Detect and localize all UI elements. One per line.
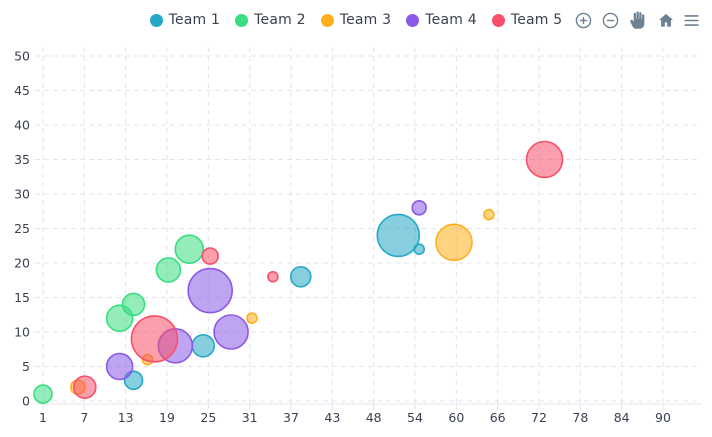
bubble-series xyxy=(33,140,564,404)
zoom-in-button[interactable] xyxy=(572,9,595,32)
legend-item-team-1[interactable]: Team 1 xyxy=(149,12,221,28)
x-tick-label: 7 xyxy=(80,410,88,425)
bubble-team1-5[interactable] xyxy=(413,243,425,255)
x-tick-label: 25 xyxy=(200,410,216,425)
legend-marker-icon xyxy=(320,13,334,27)
bubble-team4-4[interactable] xyxy=(213,314,249,350)
bubble-team5-2[interactable] xyxy=(130,315,179,363)
bubble-team1-2[interactable] xyxy=(191,333,216,358)
bubble-team2-1[interactable] xyxy=(33,384,53,404)
bubble-team2-5[interactable] xyxy=(174,234,205,264)
bubble-team1-4[interactable] xyxy=(376,213,421,258)
x-tick-label: 19 xyxy=(159,410,175,425)
y-tick-label: 50 xyxy=(14,49,30,64)
x-tick-label: 66 xyxy=(490,410,506,425)
legend-label: Team 4 xyxy=(425,12,477,28)
x-tick-label: 84 xyxy=(614,410,630,425)
y-tick-label: 10 xyxy=(14,325,30,340)
x-tick-label: 1 xyxy=(39,410,47,425)
legend-label: Team 5 xyxy=(510,12,563,28)
x-tick-label: 31 xyxy=(242,410,258,425)
y-tick-label: 30 xyxy=(14,187,30,202)
bubble-team3-4[interactable] xyxy=(435,223,473,262)
y-tick-label: 0 xyxy=(22,394,30,409)
x-tick-label: 43 xyxy=(324,410,340,425)
zoom-out-button[interactable] xyxy=(599,9,622,32)
x-tick-label: 60 xyxy=(448,410,464,425)
zoom-out-icon xyxy=(602,12,619,29)
axes: 0 5 10 15 20 25 30 35 40 45 50 1 7 13 19 25 31 37 43 48 54 60… xyxy=(14,49,701,425)
bubble-team2-3[interactable] xyxy=(121,292,146,317)
x-tick-label: 78 xyxy=(572,410,588,425)
bubble-team4-3[interactable] xyxy=(187,267,233,314)
x-tick-label: 13 xyxy=(118,410,134,425)
y-tick-label: 15 xyxy=(14,290,30,305)
legend-item-team-4[interactable]: Team 4 xyxy=(406,12,477,28)
pan-icon xyxy=(630,11,645,29)
y-tick-label: 40 xyxy=(14,118,30,133)
chart-header: Team 1 Team 2 Team 3 Team 4 Team 5 xyxy=(0,0,712,36)
legend-item-team-2[interactable]: Team 2 xyxy=(235,12,306,28)
bubble-team5-3[interactable] xyxy=(201,247,219,265)
home-button[interactable] xyxy=(655,10,677,32)
bubble-team1-3[interactable] xyxy=(289,266,312,288)
bubble-team2-4[interactable] xyxy=(155,257,182,283)
chart-toolbar xyxy=(572,8,702,33)
menu-icon xyxy=(684,15,699,26)
bubble-team4-5[interactable] xyxy=(411,200,427,216)
x-tick-label: 37 xyxy=(283,410,299,425)
y-tick-label: 20 xyxy=(14,256,30,271)
bubble-team5-1[interactable] xyxy=(72,375,97,400)
legend-marker-icon xyxy=(235,13,249,27)
legend-label: Team 3 xyxy=(339,12,392,28)
legend-label: Team 1 xyxy=(168,12,221,28)
bubble-team3-5[interactable] xyxy=(483,208,495,221)
bubble-chart[interactable]: 0 5 10 15 20 25 30 35 40 45 50 1 7 13 19 25 31 37 43 48 54 60… xyxy=(0,36,712,437)
home-icon xyxy=(659,13,673,27)
menu-button[interactable] xyxy=(681,10,702,31)
legend-item-team-3[interactable]: Team 3 xyxy=(320,12,392,28)
x-tick-label: 54 xyxy=(407,410,423,425)
x-tick-label: 48 xyxy=(366,410,382,425)
legend-marker-icon xyxy=(406,13,420,27)
legend-marker-icon xyxy=(149,13,163,27)
y-tick-label: 25 xyxy=(14,221,30,236)
x-tick-label: 72 xyxy=(531,410,547,425)
y-tick-label: 45 xyxy=(14,83,30,98)
bubble-team4-1[interactable] xyxy=(105,352,134,381)
legend-label: Team 2 xyxy=(254,12,306,28)
zoom-in-icon xyxy=(575,12,592,29)
pan-button[interactable] xyxy=(626,8,651,33)
y-tick-label: 5 xyxy=(22,359,30,374)
bubble-team3-3[interactable] xyxy=(246,312,258,325)
legend-item-team-5[interactable]: Team 5 xyxy=(491,12,563,28)
bubble-team5-4[interactable] xyxy=(267,271,279,283)
x-tick-label: 90 xyxy=(655,410,671,425)
legend: Team 1 Team 2 Team 3 Team 4 Team 5 xyxy=(149,12,563,28)
bubble-team5-5[interactable] xyxy=(525,140,564,179)
legend-marker-icon xyxy=(491,13,505,27)
y-tick-label: 35 xyxy=(14,152,30,167)
